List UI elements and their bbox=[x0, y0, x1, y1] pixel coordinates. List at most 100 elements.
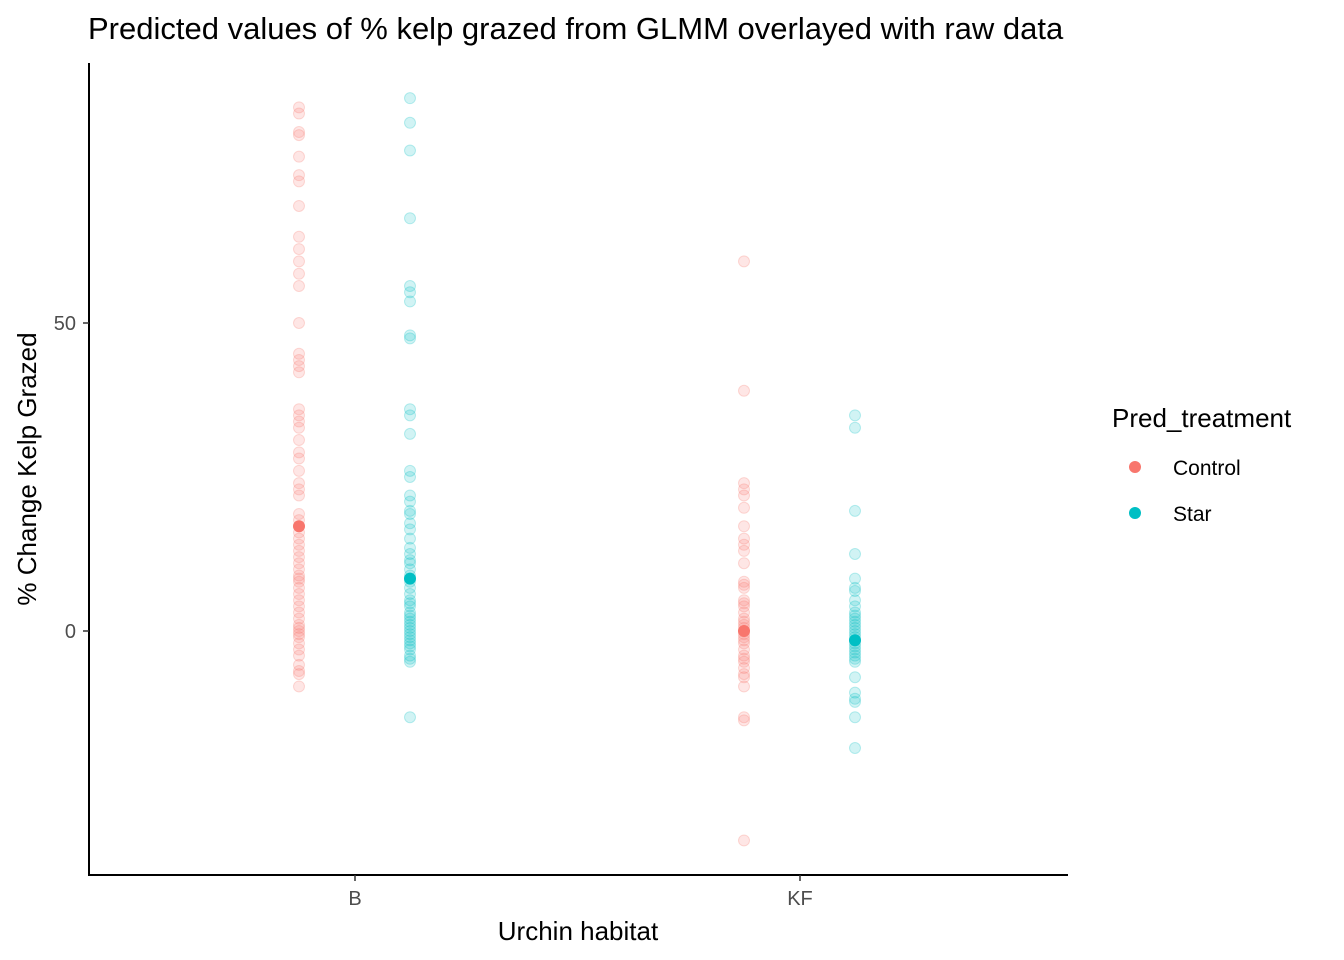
raw-point-control bbox=[293, 243, 305, 256]
x-tick-label: B bbox=[348, 888, 361, 910]
raw-point-control bbox=[293, 126, 305, 139]
raw-point-control bbox=[293, 415, 305, 428]
raw-point-control bbox=[738, 477, 750, 490]
legend-label-star: Star bbox=[1173, 503, 1212, 526]
y-axis-title: % Change Kelp Grazed bbox=[12, 332, 42, 605]
raw-point-star bbox=[404, 609, 416, 622]
raw-point-control bbox=[293, 612, 305, 625]
raw-point-control bbox=[738, 643, 750, 656]
predicted-point-control bbox=[738, 625, 750, 637]
raw-point-star bbox=[404, 517, 416, 530]
raw-point-control bbox=[293, 360, 305, 373]
raw-point-control bbox=[293, 563, 305, 576]
raw-point-star bbox=[404, 621, 416, 634]
raw-point-control bbox=[738, 532, 750, 545]
raw-point-control bbox=[293, 581, 305, 594]
raw-point-star bbox=[849, 655, 861, 668]
raw-point-star bbox=[849, 504, 861, 517]
raw-point-star bbox=[404, 489, 416, 502]
raw-points-layer bbox=[293, 92, 861, 847]
raw-point-star bbox=[404, 212, 416, 225]
raw-point-control bbox=[293, 631, 305, 644]
x-axis-title: Urchin habitat bbox=[498, 916, 659, 946]
raw-point-star bbox=[849, 612, 861, 625]
raw-point-star bbox=[849, 742, 861, 755]
raw-point-control bbox=[293, 557, 305, 570]
raw-point-control bbox=[738, 255, 750, 268]
raw-point-control bbox=[293, 665, 305, 678]
raw-point-star bbox=[849, 646, 861, 659]
raw-point-star bbox=[404, 711, 416, 724]
raw-point-star bbox=[404, 631, 416, 644]
raw-point-control bbox=[293, 347, 305, 360]
raw-point-star bbox=[404, 588, 416, 601]
raw-point-control bbox=[738, 649, 750, 662]
raw-point-star bbox=[404, 594, 416, 607]
raw-point-control bbox=[293, 606, 305, 619]
raw-point-star bbox=[404, 615, 416, 628]
raw-point-star bbox=[849, 652, 861, 665]
raw-point-control bbox=[293, 532, 305, 545]
predicted-points-layer bbox=[293, 520, 861, 647]
raw-point-star bbox=[849, 594, 861, 607]
raw-point-control bbox=[293, 551, 305, 564]
raw-point-control bbox=[738, 501, 750, 514]
raw-point-star bbox=[404, 554, 416, 567]
raw-point-control bbox=[738, 483, 750, 496]
raw-point-control bbox=[738, 671, 750, 684]
raw-point-star bbox=[404, 116, 416, 129]
raw-point-control bbox=[738, 661, 750, 674]
raw-point-star bbox=[849, 692, 861, 705]
raw-point-star bbox=[404, 612, 416, 625]
raw-point-control bbox=[738, 652, 750, 665]
raw-point-control bbox=[293, 199, 305, 212]
raw-point-control bbox=[293, 107, 305, 120]
raw-point-star bbox=[404, 144, 416, 157]
raw-point-control bbox=[738, 384, 750, 397]
raw-point-control bbox=[738, 544, 750, 557]
raw-point-control bbox=[738, 520, 750, 533]
raw-point-star bbox=[404, 649, 416, 662]
raw-point-control bbox=[738, 489, 750, 502]
raw-point-control bbox=[293, 267, 305, 280]
raw-point-star bbox=[849, 600, 861, 613]
raw-point-control bbox=[293, 477, 305, 490]
raw-point-control bbox=[293, 628, 305, 641]
legend-title: Pred_treatment bbox=[1112, 403, 1292, 433]
raw-point-star bbox=[849, 618, 861, 631]
raw-point-star bbox=[849, 711, 861, 724]
raw-point-star bbox=[404, 557, 416, 570]
legend-label-control: Control bbox=[1173, 457, 1241, 480]
raw-point-star bbox=[404, 329, 416, 342]
raw-point-control bbox=[738, 578, 750, 591]
raw-point-star bbox=[849, 609, 861, 622]
raw-point-control bbox=[293, 175, 305, 188]
raw-point-control bbox=[293, 169, 305, 182]
raw-point-control bbox=[293, 230, 305, 243]
raw-point-control bbox=[293, 575, 305, 588]
raw-point-star bbox=[404, 504, 416, 517]
predicted-point-control bbox=[293, 520, 305, 533]
raw-point-control bbox=[738, 668, 750, 681]
raw-point-control bbox=[293, 452, 305, 465]
raw-point-star bbox=[404, 507, 416, 520]
raw-point-star bbox=[404, 523, 416, 536]
raw-point-control bbox=[293, 658, 305, 671]
predicted-point-star bbox=[404, 572, 416, 585]
raw-point-control bbox=[293, 255, 305, 268]
raw-point-control bbox=[293, 588, 305, 601]
raw-point-control bbox=[293, 649, 305, 662]
raw-point-control bbox=[293, 637, 305, 650]
predicted-point-star bbox=[849, 634, 861, 647]
raw-point-star bbox=[404, 618, 416, 631]
raw-point-control bbox=[293, 544, 305, 557]
raw-point-star bbox=[404, 606, 416, 619]
raw-point-control bbox=[293, 366, 305, 379]
raw-point-control bbox=[738, 655, 750, 668]
y-tick-label: 50 bbox=[54, 313, 76, 335]
raw-point-star bbox=[404, 655, 416, 668]
raw-point-control bbox=[293, 594, 305, 607]
x-tick-label: KF bbox=[787, 888, 813, 910]
raw-point-control bbox=[293, 446, 305, 459]
raw-point-star bbox=[404, 625, 416, 637]
